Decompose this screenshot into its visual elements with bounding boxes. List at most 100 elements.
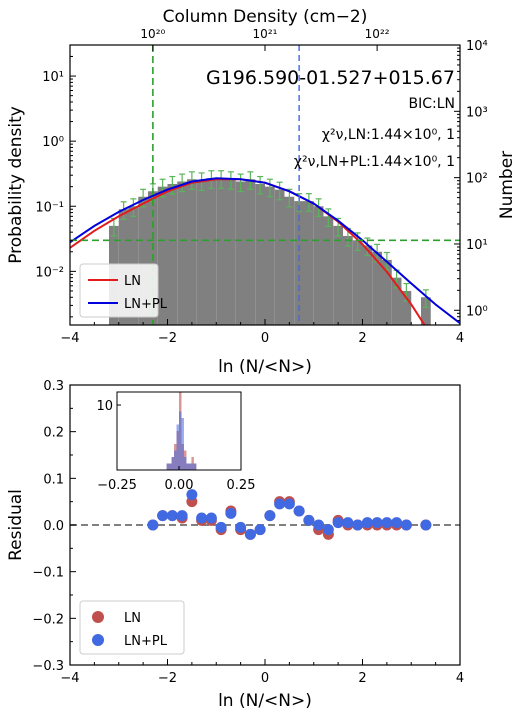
histogram-bar: [235, 181, 246, 325]
residual-y-tick-label: 0.2: [43, 426, 64, 441]
residual-points: [147, 489, 432, 540]
inset-x-tick-label: −0.25: [97, 478, 137, 493]
pdf-y-tick-label: 10⁻¹: [35, 200, 64, 215]
lnpl-residual-point: [361, 517, 373, 529]
lnpl-residual-point: [244, 528, 256, 540]
inset-lnpl-bar: [174, 450, 177, 470]
histogram-bar: [391, 277, 402, 325]
histogram-bar: [421, 297, 431, 325]
inset-lnpl-bar: [169, 463, 172, 470]
lnpl-residual-point: [371, 517, 383, 529]
histogram-bar: [372, 251, 382, 325]
histogram-bar: [274, 189, 285, 325]
legend-lnpl-residual-label: LN+PL: [124, 634, 168, 649]
lnpl-residual-point: [157, 510, 169, 522]
residual-y-tick-label: −0.2: [32, 612, 64, 627]
inset-lnpl-bar: [171, 457, 175, 470]
residual-x-axis-label: ln (N/<N>): [218, 691, 312, 711]
residual-y-tick-label: 0.3: [43, 379, 64, 394]
top-axis-label: Column Density (cm−2): [163, 7, 368, 27]
lnpl-residual-point: [400, 519, 412, 531]
legend-ln-marker: [92, 611, 104, 623]
inset-ticks: −0.25 0.00 0.25 10: [96, 399, 255, 493]
histogram-bar: [352, 240, 363, 325]
lnpl-residual-point: [313, 519, 325, 531]
residual-x-tick-label: −2: [158, 671, 177, 686]
histogram-bar: [323, 216, 334, 325]
residual-y-axis-label: Residual: [6, 489, 26, 561]
right-y-tick-label: 10³: [466, 105, 488, 120]
inset-x-tick-label: 0.25: [227, 478, 256, 493]
inset-lnpl-bar: [188, 463, 192, 470]
inset-lnpl-bar: [191, 463, 194, 470]
lnpl-residual-point: [254, 524, 266, 536]
pdf-y-tick-label: 10⁻²: [35, 265, 64, 280]
right-y-tick-label: 10⁰: [466, 304, 488, 319]
residual-x-tick-label: 0: [261, 671, 269, 686]
residual-y-tick-label: −0.1: [32, 566, 64, 581]
pdf-ticks: −4 −2 0 2 4 10²⁰ 10²¹ 10²² 10⁻² 10⁻¹ 10⁰ 10¹ 10⁰ 10¹ 1…: [35, 27, 487, 346]
histogram-bar: [284, 196, 295, 325]
lnpl-residual-point: [147, 519, 159, 531]
lnpl-residual-point: [332, 517, 344, 529]
histogram-bar: [294, 201, 304, 325]
residual-panel: −4 −2 0 2 4 −0.3 −0.2 −0.1 0.0 0.1 0.2 0.3 ln (N/<N…: [6, 379, 464, 711]
inset-lnpl-bar: [181, 418, 184, 470]
right-y-tick-label: 10¹: [466, 238, 488, 253]
histogram-bar: [382, 259, 392, 325]
lnpl-residual-point: [352, 519, 364, 531]
right-y-tick-label: 10⁴: [466, 39, 488, 54]
legend-lnpl-marker: [92, 634, 104, 646]
pdf-x-tick-label: 0: [261, 331, 269, 346]
histogram-bar: [226, 179, 236, 325]
inset-lnpl-bar: [186, 463, 189, 470]
lnpl-residual-point: [215, 521, 227, 533]
histogram-bar: [196, 180, 207, 325]
lnpl-residual-point: [303, 514, 315, 526]
histogram-bar: [255, 183, 265, 325]
histogram-bar: [333, 225, 343, 325]
histogram-bar: [245, 179, 256, 325]
region-title: G196.590-01.527+015.67: [206, 67, 455, 89]
lnpl-residual-point: [235, 521, 247, 533]
lnpl-residual-point: [342, 517, 354, 529]
residual-ticks: −4 −2 0 2 4 −0.3 −0.2 −0.1 0.0 0.1 0.2 0.3: [32, 379, 464, 686]
histogram-bar: [343, 235, 353, 325]
histogram-bar: [265, 186, 275, 325]
inset-lnpl-bar: [193, 463, 197, 470]
lnpl-residual-point: [420, 519, 432, 531]
histogram-bar: [167, 183, 178, 325]
lnpl-residual-point: [264, 510, 276, 522]
histogram-bar: [157, 186, 168, 325]
pdf-x-axis-label: ln (N/<N>): [218, 357, 312, 377]
lnpl-residual-point: [391, 517, 403, 529]
lnpl-residual-point: [176, 510, 188, 522]
inset-lnpl-bar: [179, 411, 182, 470]
inset-x-tick-label: 0.00: [165, 478, 194, 493]
lnpl-residual-point: [166, 510, 178, 522]
residual-legend-box: [79, 600, 185, 655]
chi-ln-label: χ²ν,LN:1.44×10⁰, 1: [322, 127, 455, 143]
residual-x-tick-label: −4: [60, 671, 79, 686]
inset-bars: [166, 392, 197, 470]
top-x-tick-label: 10²¹: [253, 27, 278, 41]
right-y-axis-label: Number: [497, 151, 517, 219]
pdf-panel: −4 −2 0 2 4 10²⁰ 10²¹ 10²² 10⁻² 10⁻¹ 10⁰ 10¹ 10⁰ 10¹ 1…: [6, 7, 517, 377]
pdf-x-tick-label: 2: [358, 331, 366, 346]
lnpl-residual-point: [274, 498, 286, 510]
lnpl-residual-point: [381, 517, 393, 529]
lnpl-fit-curve: [70, 177, 460, 324]
lnpl-residual-point: [205, 512, 217, 524]
residual-legend: LN LN+PL: [79, 600, 185, 655]
histogram-bar: [187, 179, 197, 325]
pdf-x-tick-label: 4: [456, 331, 464, 346]
lnpl-residual-point: [186, 489, 198, 501]
histogram-bar: [304, 201, 314, 325]
residual-x-tick-label: 2: [358, 671, 366, 686]
chi-lnpl-label: χ²ν,LN+PL:1.44×10⁰, 1: [294, 154, 455, 170]
pdf-x-tick-label: −4: [60, 331, 79, 346]
histogram-bar: [177, 181, 187, 325]
histogram-bar: [313, 206, 324, 325]
histogram-bar: [401, 290, 412, 325]
